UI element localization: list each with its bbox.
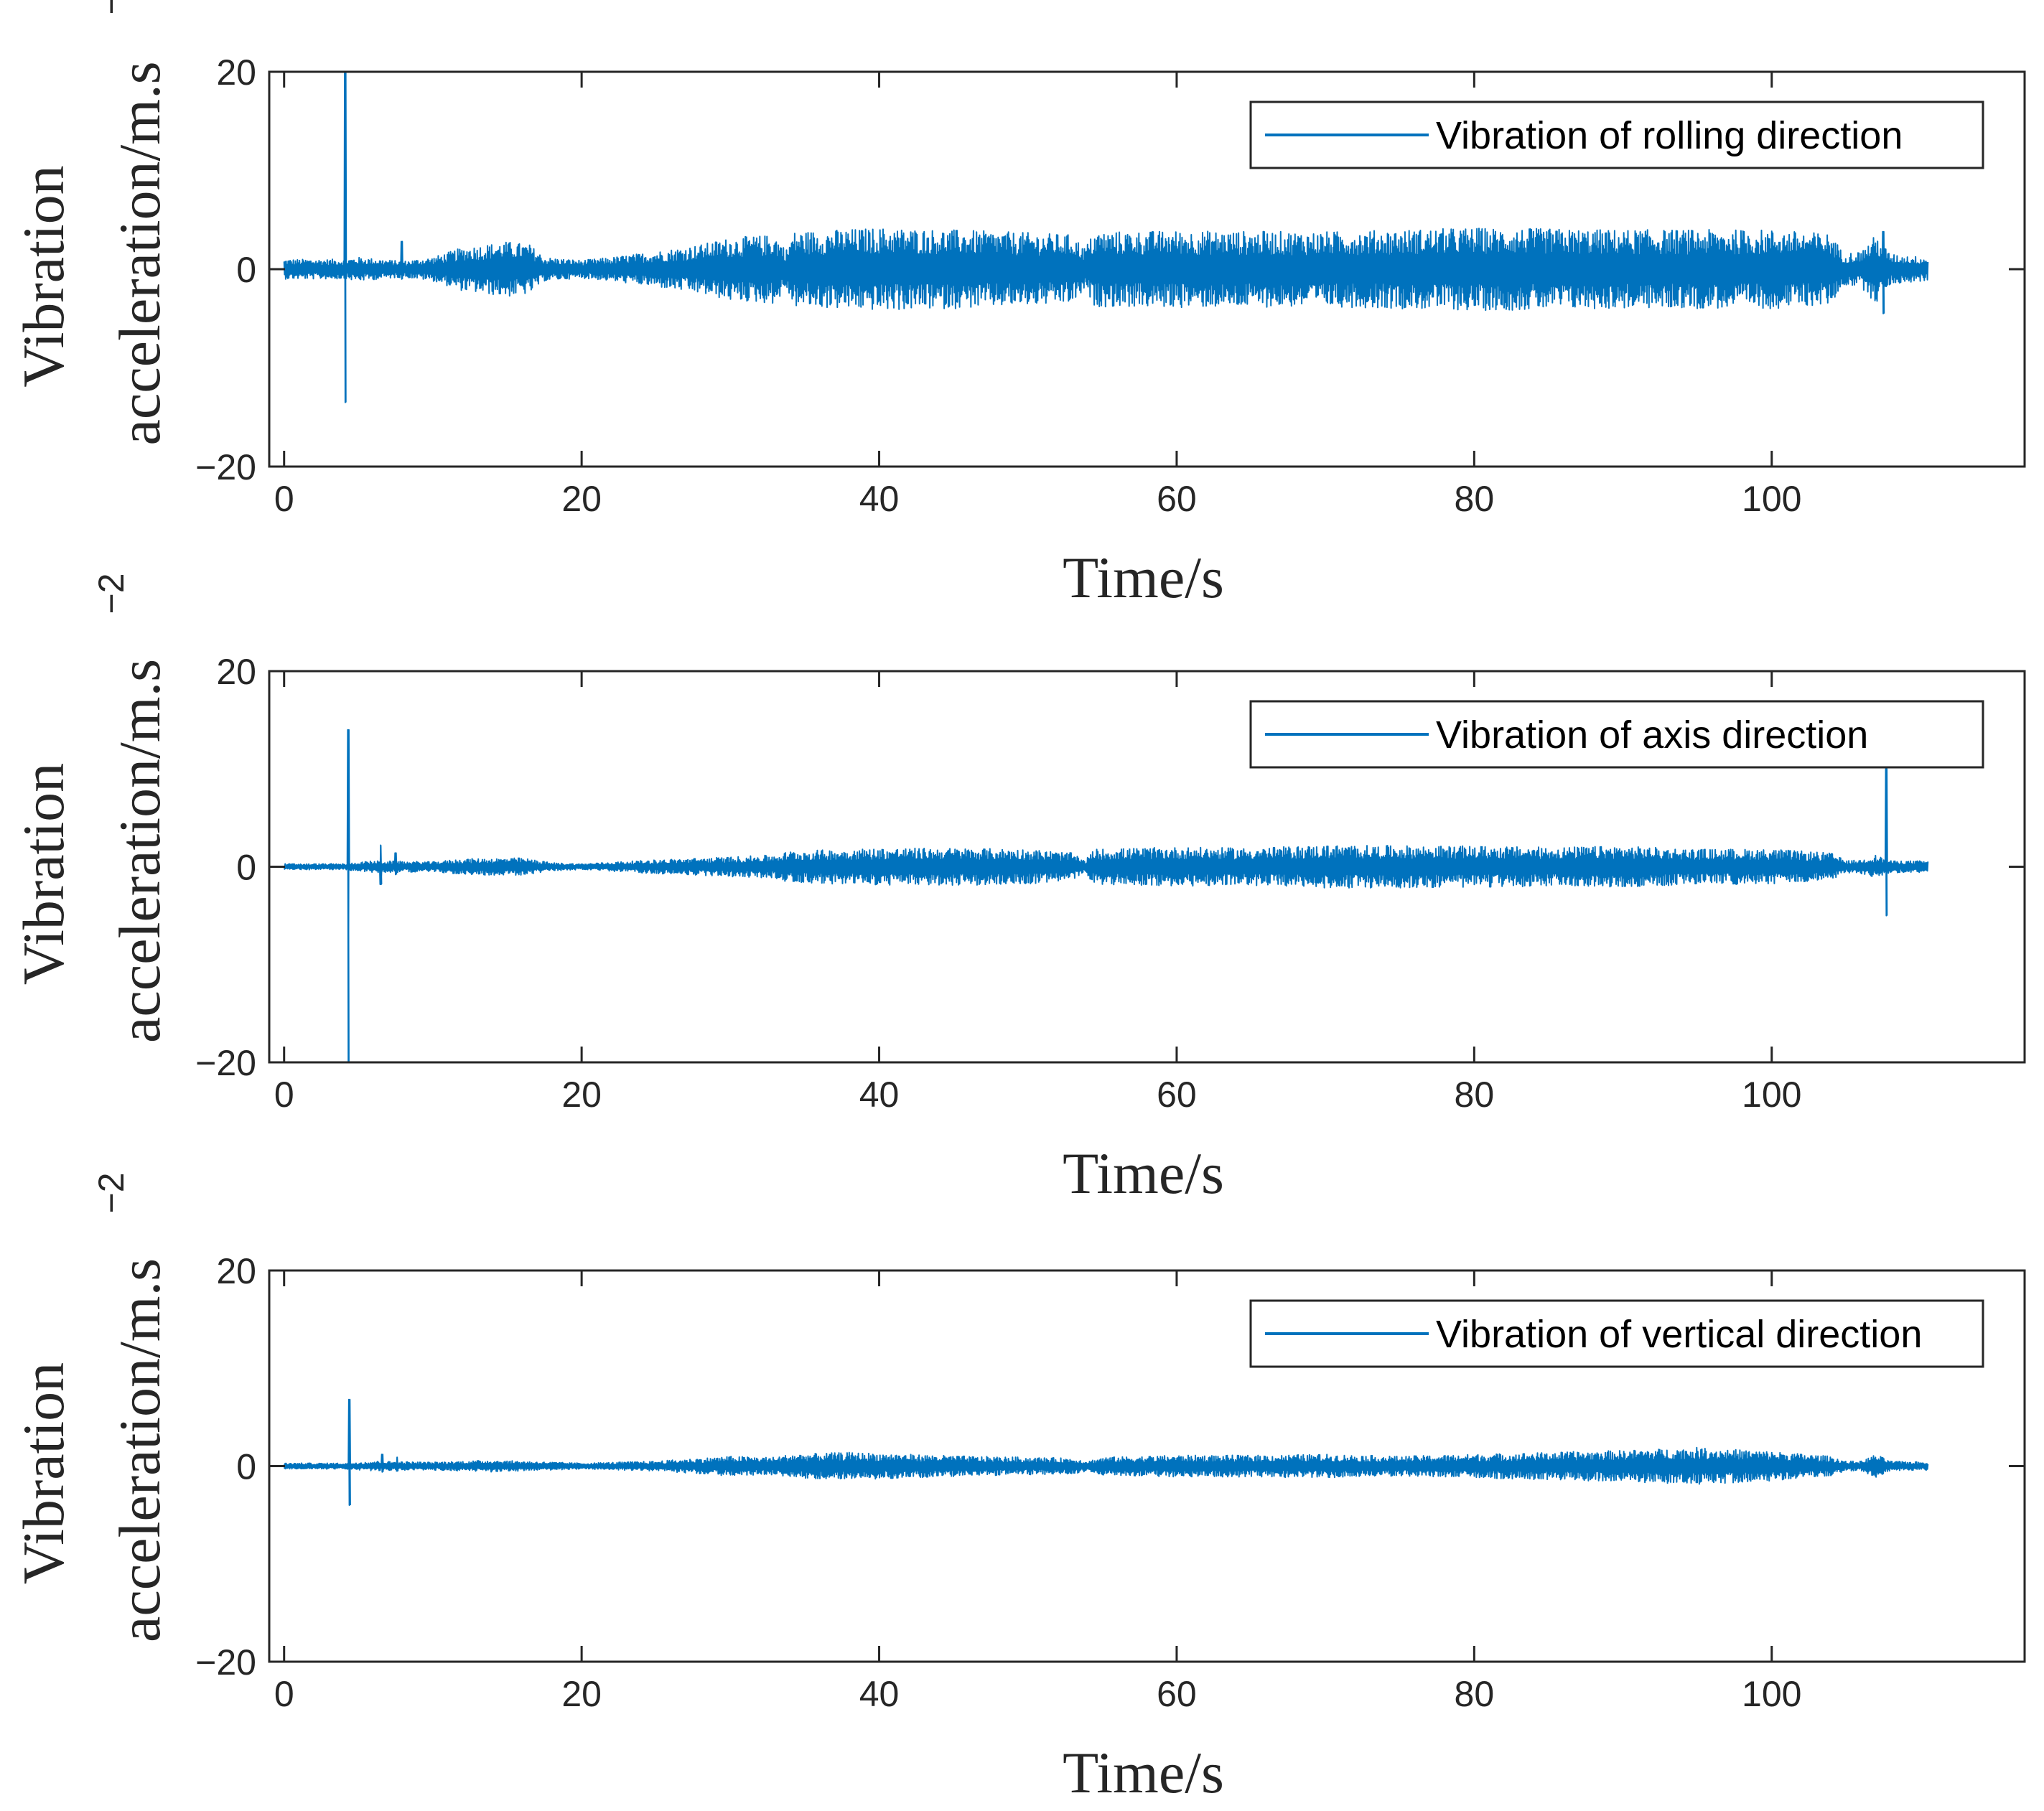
x-tick-label: 80	[1455, 1674, 1495, 1714]
y-tick-label: −20	[195, 1642, 256, 1683]
y-axis-title-exponent: −2	[91, 573, 131, 614]
y-axis-title-exponent: −2	[91, 0, 131, 15]
chart-panel-rolling: 0 20 40 60 80 100 −20 0 20 Time/s Vibration acceler…	[11, 0, 2026, 610]
y-axis-title-line1: Vibration	[11, 1362, 76, 1584]
x-tick-label: 100	[1742, 479, 1801, 519]
x-tick-label: 0	[274, 479, 294, 519]
y-tick-label: 20	[216, 52, 256, 93]
y-tick-label: −20	[195, 1043, 256, 1083]
x-tick-label: 60	[1157, 1075, 1197, 1115]
y-tick-label: 0	[236, 250, 256, 290]
legend-label: Vibration of vertical direction	[1436, 1313, 1922, 1356]
x-axis-title: Time/s	[1063, 1740, 1224, 1805]
legend-label: Vibration of rolling direction	[1436, 114, 1903, 157]
x-tick-label: 0	[274, 1075, 294, 1115]
x-tick-label: 80	[1455, 1075, 1495, 1115]
y-tick-label: 0	[236, 1447, 256, 1487]
x-tick-label: 0	[274, 1674, 294, 1714]
x-tick-label: 40	[859, 1075, 900, 1115]
x-tick-label: 40	[859, 479, 900, 519]
legend-label: Vibration of axis direction	[1436, 713, 1868, 757]
x-tick-label: 40	[859, 1674, 900, 1714]
x-tick-label: 20	[561, 1075, 602, 1115]
x-tick-label: 100	[1742, 1674, 1801, 1714]
x-axis-title: Time/s	[1063, 1141, 1224, 1206]
chart-panel-axis: 0 20 40 60 80 100 −20 0 20 Time/s Vibration acceler…	[11, 573, 2026, 1206]
y-axis-title-line2: acceleration/m.s	[107, 1258, 172, 1642]
series-line-vertical	[283, 1398, 1929, 1506]
x-tick-label: 20	[561, 1674, 602, 1714]
x-tick-label: 80	[1455, 479, 1495, 519]
x-tick-label: 60	[1157, 1674, 1197, 1714]
y-axis-title-line2: acceleration/m.s	[107, 61, 172, 445]
chart-panel-vertical: 0 20 40 60 80 100 −20 0 20 Time/s Vibration acceler…	[11, 1172, 2026, 1805]
y-tick-label: 20	[216, 1251, 256, 1291]
y-tick-label: −20	[195, 447, 256, 487]
x-tick-label: 20	[561, 479, 602, 519]
y-tick-label: 20	[216, 652, 256, 692]
y-axis-title-exponent: −2	[91, 1172, 131, 1213]
series-line-rolling	[283, 72, 1929, 403]
series-line-axis	[283, 729, 1929, 1062]
y-axis-title-line2: acceleration/m.s	[107, 659, 172, 1043]
y-axis-title-line1: Vibration	[11, 763, 76, 985]
y-axis-title-line1: Vibration	[11, 165, 76, 387]
x-tick-label: 60	[1157, 479, 1197, 519]
x-tick-label: 100	[1742, 1075, 1801, 1115]
x-axis-title: Time/s	[1063, 545, 1224, 610]
y-tick-label: 0	[236, 848, 256, 888]
